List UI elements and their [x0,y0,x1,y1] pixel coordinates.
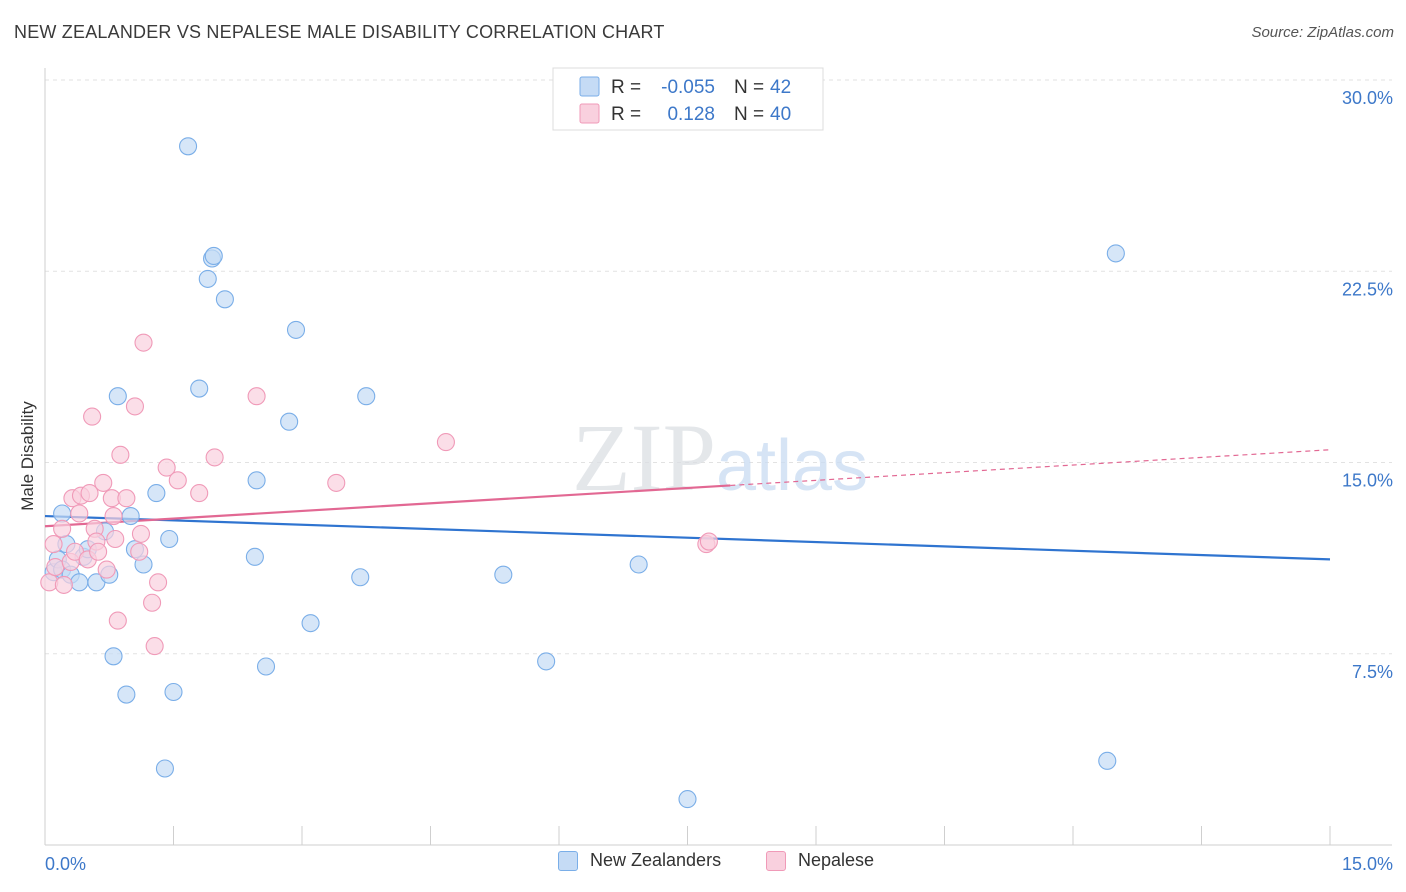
nz-point-39[interactable] [678,790,697,809]
nz-point-19[interactable] [155,759,174,778]
nz-point-37[interactable] [537,652,556,671]
nepalese-point-12[interactable] [83,407,102,426]
nepalese-point-27[interactable] [134,333,153,352]
nz-point-27[interactable] [215,290,234,309]
legend-top: R = -0.055 N = 42 R = 0.128 N = 40 [552,67,824,131]
nz-point-24[interactable] [198,269,217,288]
nz-point-35[interactable] [357,387,376,406]
nz-point-3[interactable] [53,504,72,523]
nepalese-point-20[interactable] [106,529,125,549]
trend-layer [44,449,1331,561]
nepalese-point-29[interactable] [145,637,164,656]
nz-point-36[interactable] [494,565,513,584]
nz-point-14[interactable] [117,685,136,704]
legend-label-new-zealanders: New Zealanders [590,850,722,870]
nepalese-point-31[interactable] [157,458,176,477]
grid-layer [45,79,1392,655]
y-tick-label-2: 22.5% [1342,279,1393,299]
nz-point-33[interactable] [301,614,320,633]
nz-point-29[interactable] [247,471,266,490]
nepalese-point-17[interactable] [97,560,116,579]
y-tick-label-3: 30.0% [1342,88,1393,108]
legend-n-label-1: N = [734,104,764,125]
nz-point-40[interactable] [1098,751,1117,770]
x-tick-label-1: 15.0% [1342,854,1393,874]
nepalese-point-32[interactable] [168,471,187,490]
nepalese-point-35[interactable] [247,387,266,406]
nepalese-point-33[interactable] [190,484,209,503]
nepalese-point-3[interactable] [53,519,72,538]
y-tick-label-1: 15.0% [1342,471,1393,491]
nz-point-15[interactable] [121,506,140,526]
nepalese-point-2[interactable] [46,557,65,577]
nepalese-point-30[interactable] [149,573,168,592]
legend-r-label-1: R = [611,104,641,125]
nepalese-point-25[interactable] [130,542,149,561]
nepalese-point-24[interactable] [125,397,144,416]
nepalese-point-23[interactable] [117,489,136,508]
legend-label-nepalese: Nepalese [798,850,875,870]
nepalese-point-21[interactable] [108,611,127,630]
legend-n-value-0: 42 [770,77,791,98]
legend-top-swatch-0 [579,76,600,97]
nz-point-26[interactable] [204,246,223,265]
nz-point-20[interactable] [160,529,179,549]
nz-point-13[interactable] [108,387,127,406]
legend-r-value-1: 0.128 [667,104,715,125]
legend-r-label-0: R = [611,77,641,98]
nepalese-point-15[interactable] [89,542,108,561]
nepalese-point-28[interactable] [143,593,162,612]
chart-title: NEW ZEALANDER VS NEPALESE MALE DISABILIT… [14,22,665,42]
nepalese-point-22[interactable] [111,445,130,464]
nz-point-30[interactable] [256,657,276,676]
nepalese-point-37[interactable] [436,433,455,452]
nepalese-point-1[interactable] [44,535,63,554]
legend-r-value-0: -0.055 [661,77,715,98]
axis-layer [44,68,1392,846]
watermark: ZIPatlas [572,404,868,511]
legend-n-label-0: N = [734,77,764,98]
nz-point-22[interactable] [179,137,198,156]
nz-point-38[interactable] [629,555,648,574]
tick-label-layer: 7.5% 15.0% 22.5% 30.0% 0.0% 15.0% [45,88,1393,874]
nz-point-32[interactable] [286,320,306,339]
legend-swatch-nepalese [766,850,786,871]
nepalese-point-39[interactable] [699,532,718,551]
nepalese-trend-line [44,484,731,528]
legend-item-new-zealanders[interactable]: New Zealanders [558,850,721,871]
nepalese-point-4[interactable] [54,575,73,594]
nepalese-trend-extension [730,449,1331,487]
nz-point-6[interactable] [70,573,89,592]
x-tick-label-0: 0.0% [45,854,86,874]
legend-top-swatch-1 [579,103,600,124]
y-tick-label-0: 7.5% [1352,662,1393,682]
nz-point-34[interactable] [351,568,370,587]
legend-swatch-new-zealanders [558,850,578,871]
nz-point-18[interactable] [147,484,166,503]
nepalese-point-16[interactable] [94,473,113,492]
nz-point-28[interactable] [245,547,264,566]
legend-bottom: New Zealanders Nepalese [0,850,1406,880]
legend-n-value-1: 40 [770,104,791,125]
nz-point-12[interactable] [104,647,123,666]
chart-source: Source: ZipAtlas.com [1251,24,1394,41]
nz-point-21[interactable] [164,682,183,702]
nz-point-31[interactable] [280,412,299,431]
points-layer [40,137,1125,809]
nepalese-point-34[interactable] [205,448,224,467]
nepalese-point-36[interactable] [327,473,346,492]
nz-trend-line [44,514,1331,561]
nz-point-41[interactable] [1106,244,1125,263]
nepalese-point-8[interactable] [70,504,89,523]
nepalese-point-26[interactable] [131,524,150,543]
nepalese-point-11[interactable] [80,484,99,503]
nz-point-23[interactable] [190,379,209,398]
y-axis-label: Male Disability [18,401,37,511]
nepalese-point-19[interactable] [104,506,123,526]
legend-item-nepalese[interactable]: Nepalese [766,850,874,871]
